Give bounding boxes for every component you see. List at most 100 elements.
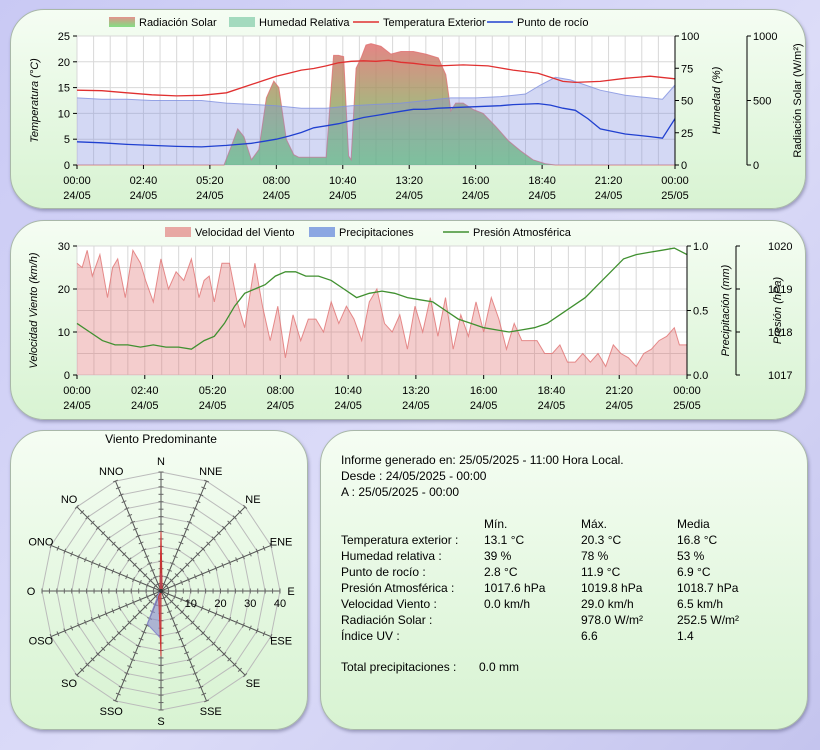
rose-spoke-tick [187, 577, 190, 583]
header-min: Mín. [484, 517, 508, 531]
legend-swatch [165, 227, 191, 237]
series-outline-0 [76, 248, 687, 368]
x-tick-date: 24/05 [196, 190, 224, 202]
y-tick-label: 25 [58, 31, 70, 43]
rose-spoke-tick [178, 541, 184, 545]
rose-spoke-tick [174, 573, 179, 578]
total-precip-value: 0.0 mm [479, 660, 520, 674]
y-right1-tick-label: 75 [681, 63, 693, 75]
x-tick-time: 00:00 [63, 385, 91, 397]
rose-spoke-tick [173, 582, 177, 588]
x-tick-time: 08:00 [263, 175, 291, 187]
y-tick-label: 10 [58, 327, 70, 339]
rose-spoke-tick [189, 513, 195, 517]
rose-spoke-tick [83, 557, 87, 563]
rose-spoke-tick [169, 617, 175, 620]
report-min-cell: 2.8 °C [484, 565, 518, 579]
y-tick-label: 15 [58, 83, 70, 95]
rose-spoke-tick [116, 546, 122, 552]
rose-spoke-tick [79, 667, 85, 673]
rose-spoke-tick [255, 628, 259, 634]
x-tick-date: 25/05 [661, 190, 689, 202]
rose-spoke-tick [262, 631, 266, 637]
y-right2-axis-label: Presión (hPa) [772, 277, 784, 345]
rose-direction-label: SSE [200, 706, 222, 718]
rose-spoke-tick [186, 658, 192, 662]
rose-spoke-tick [184, 527, 190, 531]
y-right2-tick-label: 1018 [768, 327, 792, 339]
y-axis-label: Temperatura (°C) [29, 58, 41, 143]
x-tick-time: 05:20 [199, 385, 227, 397]
report-max-cell: 1019.8 hPa [581, 581, 643, 595]
rose-radius-label: 30 [244, 598, 256, 610]
rose-spoke-tick [180, 579, 184, 585]
header-max: Máx. [581, 517, 608, 531]
y-tick-label: 0 [64, 160, 70, 172]
y-tick-label: 30 [58, 241, 70, 253]
rose-spoke-tick [70, 625, 74, 631]
rose-spoke-tick [190, 620, 195, 625]
rose-spoke-tick [144, 623, 150, 627]
rose-spoke-tick [221, 562, 225, 568]
x-tick-date: 24/05 [528, 190, 556, 202]
y-right1-tick-label: 0.5 [693, 306, 708, 318]
rose-spoke-tick [95, 651, 101, 657]
rose-spoke-tick [77, 622, 80, 628]
rose-spoke-tick [243, 673, 248, 678]
legend-label: Punto de rocío [517, 17, 589, 29]
rose-series-speed [158, 531, 163, 657]
rose-spoke-tick [184, 651, 190, 655]
rose-spoke-tick [207, 568, 211, 574]
rose-direction-label: ONO [28, 536, 54, 548]
rose-direction-label: SE [246, 678, 261, 690]
rose-spoke-tick [63, 628, 67, 634]
report-avg-cell: 53 % [677, 549, 705, 563]
rose-spoke-tick [242, 622, 245, 628]
rose-spoke-tick [269, 634, 273, 640]
x-tick-time: 18:40 [538, 385, 566, 397]
rose-spoke-tick [228, 616, 232, 622]
rose-spoke-tick [137, 609, 143, 615]
rose-spoke-tick [77, 554, 80, 560]
y-tick-label: 5 [64, 134, 70, 146]
rose-spoke-tick [127, 620, 132, 625]
rose-radius-label: 40 [274, 598, 286, 610]
rose-spoke-tick [181, 644, 187, 648]
rose-spoke-tick [235, 619, 239, 625]
x-tick-time: 13:20 [395, 175, 423, 187]
rose-spoke-tick [104, 565, 108, 571]
rose-spoke-tick [127, 513, 133, 517]
x-tick-date: 24/05 [199, 400, 227, 412]
rose-spoke-tick [200, 571, 204, 577]
total-precip-label: Total precipitaciones : [341, 660, 457, 674]
y-right2-tick-label: 1000 [753, 31, 777, 43]
x-tick-date: 24/05 [470, 400, 498, 412]
rose-spoke-tick [90, 616, 94, 622]
report-min-cell: 1017.6 hPa [484, 581, 546, 595]
rose-spoke-tick [145, 594, 149, 600]
x-tick-time: 00:00 [673, 385, 701, 397]
rose-spoke-tick [49, 542, 53, 548]
rose-spoke-tick [175, 548, 181, 552]
rose-spoke-tick [193, 574, 197, 580]
rose-spoke-tick [237, 509, 243, 515]
rose-spoke-tick [164, 575, 170, 579]
y-tick-label: 20 [58, 57, 70, 69]
rose-spoke-tick [115, 486, 121, 490]
rose-spoke-tick [179, 567, 185, 573]
rose-spoke-tick [70, 551, 74, 557]
rose-spoke-tick [106, 536, 111, 541]
rose-spoke-tick [122, 552, 127, 557]
rose-spoke-tick [169, 578, 174, 583]
rose-spoke-tick [90, 657, 95, 662]
series-line-2 [76, 59, 676, 97]
rose-spoke-tick [178, 637, 184, 641]
rose-spoke-tick [152, 575, 158, 579]
rose-spoke-tick [132, 615, 137, 620]
report-label-cell: Presión Atmosférica : [341, 581, 455, 595]
rose-direction-label: NNE [199, 466, 222, 478]
rose-spoke-tick [206, 636, 211, 641]
rose-spoke-tick [125, 574, 129, 580]
report-max-cell: 20.3 °C [581, 533, 622, 547]
rose-spoke-tick [74, 504, 79, 509]
